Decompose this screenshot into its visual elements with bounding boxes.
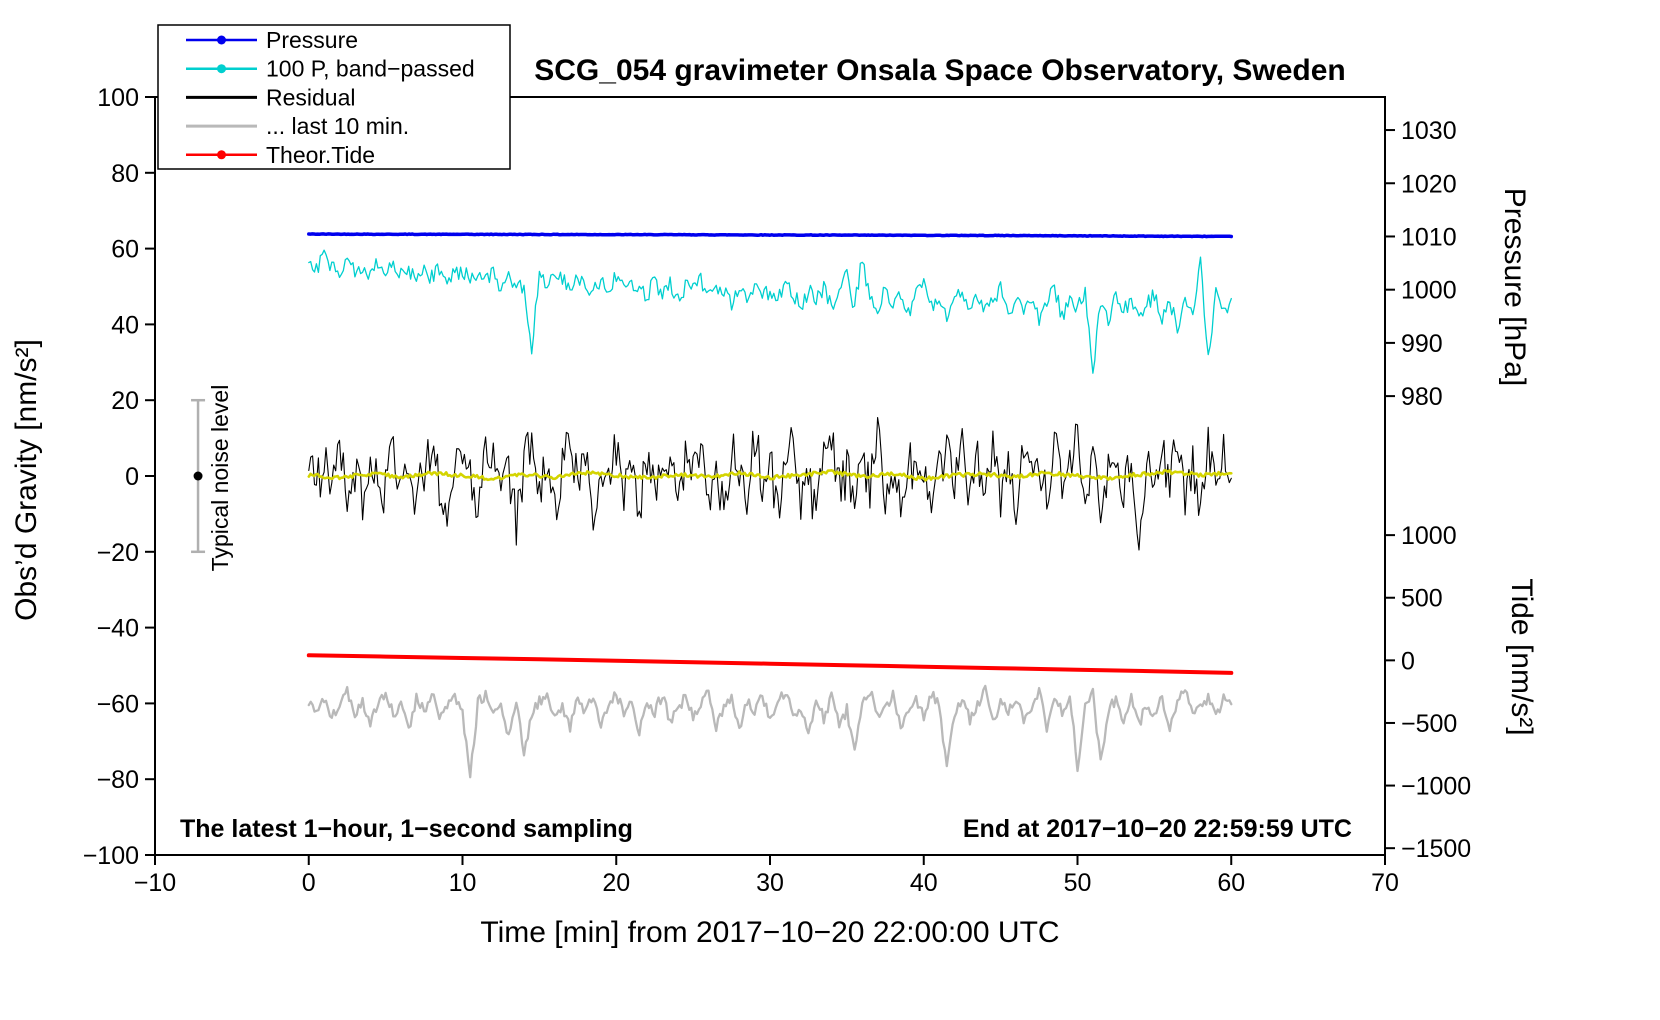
tide-tick-label: −1500 <box>1401 835 1471 863</box>
noise-level-annotation: Typical noise level <box>207 385 233 572</box>
legend-label: 100 P, band−passed <box>266 56 475 82</box>
tide-tick-label: −1000 <box>1401 773 1471 801</box>
x-tick-label: 50 <box>1064 869 1092 897</box>
legend-label: Pressure <box>266 27 358 53</box>
series-line-100-p-band-passed <box>308 249 1232 374</box>
gravity-tick-label: −60 <box>97 690 139 718</box>
legend-label: ... last 10 min. <box>266 113 409 139</box>
x-tick-label: 0 <box>302 869 316 897</box>
series-line-theor-tide <box>306 653 1234 675</box>
gravity-tick-label: −20 <box>97 539 139 567</box>
tide-tick-label: 0 <box>1401 647 1415 675</box>
x-tick-label: 40 <box>910 869 938 897</box>
legend-label: Residual <box>266 84 356 110</box>
series-line-residual-last-10-min <box>307 684 1233 779</box>
noise-bar-dot <box>193 471 203 481</box>
gravity-tick-label: 100 <box>97 84 139 112</box>
tide-tick-label: −500 <box>1401 710 1457 738</box>
series-line-residual <box>308 416 1232 551</box>
chart-generated-layer: −10 0 10 20 30 40 50 60 70100806040200−20−40−60−… <box>83 24 1471 897</box>
pressure-tick-label: 990 <box>1401 330 1443 358</box>
pressure-axis-title: Pressure [hPa] <box>1498 188 1531 386</box>
gravity-tick-label: 40 <box>111 311 139 339</box>
series-line-pressure <box>307 232 1234 239</box>
pressure-tick-label: 980 <box>1401 383 1443 411</box>
legend-marker-dot <box>217 35 226 45</box>
gravity-tick-label: 0 <box>125 463 139 491</box>
tide-axis-title: Tide [nm/s²] <box>1505 578 1538 735</box>
gravity-tick-label: 20 <box>111 387 139 415</box>
sampling-note: The latest 1−hour, 1−second sampling <box>180 815 633 843</box>
x-tick-label: 20 <box>602 869 630 897</box>
gravity-tick-label: −80 <box>97 766 139 794</box>
x-tick-label: 10 <box>449 869 477 897</box>
pressure-tick-label: 1020 <box>1401 170 1457 198</box>
time-axis-title: Time [min] from 2017−10−20 22:00:00 UTC <box>480 916 1059 949</box>
tide-tick-label: 500 <box>1401 585 1443 613</box>
legend-marker-dot <box>217 150 226 160</box>
x-tick-label: 70 <box>1371 869 1399 897</box>
gravity-tick-label: 60 <box>111 236 139 264</box>
legend-label: Theor.Tide <box>266 142 375 168</box>
legend-marker-dot <box>217 64 226 74</box>
pressure-tick-label: 1010 <box>1401 223 1457 251</box>
end-time-note: End at 2017−10−20 22:59:59 UTC <box>963 815 1352 843</box>
pressure-tick-label: 1000 <box>1401 277 1457 305</box>
gravity-tick-label: 80 <box>111 160 139 188</box>
gravity-axis-title: Obs’d Gravity [nm/s²] <box>10 339 43 621</box>
gravity-tick-label: −40 <box>97 615 139 643</box>
pressure-tick-label: 1030 <box>1401 117 1457 145</box>
tide-tick-label: 1000 <box>1401 522 1457 550</box>
series-line-residual-mean <box>307 468 1233 482</box>
x-tick-label: −10 <box>134 869 176 897</box>
noise-level-bar <box>191 398 206 554</box>
x-tick-label: 60 <box>1217 869 1245 897</box>
gravity-tick-label: −100 <box>83 842 139 870</box>
chart-title: SCG_054 gravimeter Onsala Space Observat… <box>534 54 1346 87</box>
x-tick-label: 30 <box>756 869 784 897</box>
